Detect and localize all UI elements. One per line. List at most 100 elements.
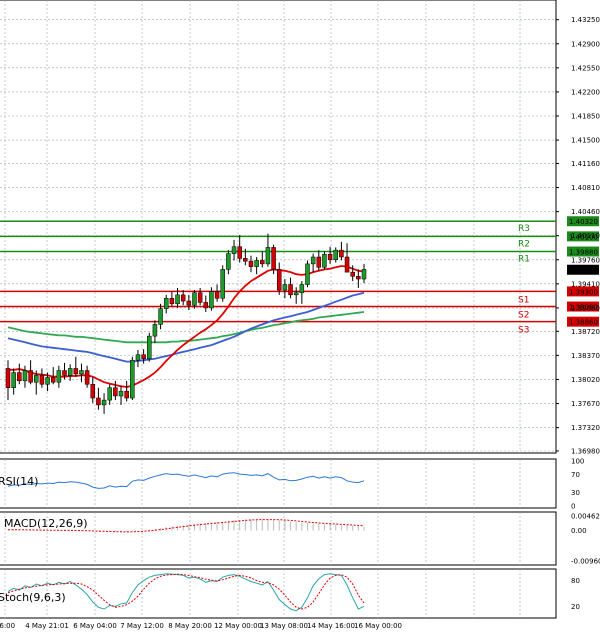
macd-tick-label: -0.009608 [571, 558, 600, 566]
candle-down [327, 254, 333, 261]
candle-down [339, 249, 344, 258]
pivot-levels: R3 1.40320 R2 1.40100 R1 1.39880 S1 1.39300 S2 1.… [0, 216, 599, 336]
level-tag-s2 [567, 301, 599, 312]
stoch-tick-label: 80 [571, 577, 580, 585]
candle-up [45, 377, 50, 385]
candle-down [271, 247, 276, 270]
candle-up [293, 292, 299, 296]
rsi-tick-label: 70 [571, 471, 580, 479]
moving-averages [7, 265, 365, 388]
level-value-r2: 1.40100 [569, 233, 598, 241]
level-name-s3: S3 [518, 326, 529, 336]
candle-up [158, 308, 163, 325]
level-name-r2: R2 [518, 239, 530, 249]
level-value-s3: 1.38860 [569, 319, 598, 327]
level-tag-s3 [567, 316, 599, 327]
rsi-label: RSI(14) [0, 475, 38, 488]
candle-up [254, 260, 259, 267]
level-tag-r3 [567, 216, 599, 227]
level-name-r1: R1 [518, 255, 530, 265]
price-tick-label: 1.40460 [571, 208, 600, 216]
candle-up [361, 269, 367, 280]
rsi-tick-label: 100 [571, 458, 584, 466]
level-name-r3: R3 [518, 224, 530, 234]
price-tick-label: 1.43250 [571, 16, 600, 24]
candle-up [107, 387, 112, 401]
time-tick-label: 16:00 [0, 622, 15, 630]
candle-up [265, 247, 271, 265]
candle-down [276, 269, 282, 291]
candle-up [130, 359, 135, 399]
candle-down [288, 284, 293, 296]
price-tick-label: 1.40110 [571, 232, 600, 240]
candle-down [356, 276, 361, 280]
price-tick-label: 1.39060 [571, 304, 600, 312]
price-tick-label: 1.38370 [571, 352, 600, 360]
price-tick-label: 1.38720 [571, 328, 600, 336]
price-tick-label: 1.42900 [571, 40, 600, 48]
candle-down [113, 387, 118, 397]
candle-down [350, 271, 355, 277]
candle-up [79, 370, 84, 375]
indicator-lines [7, 472, 365, 612]
rsi-line [7, 472, 365, 489]
candle-up [282, 284, 288, 291]
candle-up [175, 294, 180, 305]
time-tick-label: 8 May 20:00 [168, 622, 212, 630]
stoch-d-line [7, 573, 365, 610]
time-tick-label: 12 May 00:00 [214, 622, 262, 630]
stoch-panel-frame [0, 568, 557, 619]
candle-down [237, 246, 242, 259]
time-tick-label: 4 May 21:01 [25, 622, 69, 630]
level-value-r3: 1.40320 [569, 218, 598, 226]
ma-red-line [8, 265, 365, 388]
candle-up [22, 370, 28, 382]
candle-up [192, 292, 197, 306]
candle-up [322, 254, 327, 268]
candle-up [152, 324, 158, 337]
level-value-s2: 1.39080 [569, 304, 598, 312]
macd-tick-label: 0.004625 [571, 513, 600, 521]
price-tick-label: 1.37670 [571, 400, 600, 408]
level-tag-r1 [567, 246, 599, 257]
candle-down [169, 298, 175, 305]
candle-down [248, 260, 254, 267]
candlesticks [5, 233, 367, 414]
time-tick-label: 16 May 00:00 [354, 622, 402, 630]
candle-down [124, 390, 129, 399]
price-tick-label: 1.41500 [571, 137, 600, 145]
candle-down [90, 384, 96, 399]
candle-down [316, 256, 322, 268]
candle-down [260, 260, 265, 265]
level-name-s1: S1 [518, 295, 529, 305]
ma-blue-line [7, 291, 365, 363]
candle-up [310, 256, 316, 265]
time-tick-label: 6 May 04:00 [73, 622, 117, 630]
price-tick-label: 1.42200 [571, 88, 600, 96]
price-axis: 1.43250 1.42900 1.42550 1.42200 1.41850 1.415… [556, 16, 600, 611]
price-tick-label: 1.37320 [571, 424, 600, 432]
current-price-tag [567, 264, 599, 275]
candle-up [11, 372, 16, 388]
candle-up [299, 284, 305, 294]
candle-up [305, 263, 310, 285]
rsi-panel-frame [0, 458, 557, 509]
time-axis: 16:00 4 May 21:01 6 May 04:007 May 12:00 8 … [0, 622, 402, 630]
price-tick-label: 1.42550 [571, 64, 600, 72]
current-price-label: 1.39615 [569, 267, 598, 275]
candle-up [231, 246, 237, 254]
time-tick-label: 7 May 12:00 [120, 622, 164, 630]
candle-down [50, 377, 56, 383]
price-tick-label: 1.41160 [571, 160, 600, 168]
candle-down [203, 302, 209, 309]
candle-down [17, 372, 22, 382]
candle-up [226, 253, 231, 270]
time-tick-label: 14 May 16:00 [307, 622, 355, 630]
level-value-r1: 1.39880 [569, 249, 598, 257]
level-value-s1: 1.39300 [569, 288, 598, 296]
level-name-s2: S2 [518, 311, 529, 321]
candle-up [34, 375, 39, 383]
macd-tick-label: 0.00 [571, 527, 587, 535]
candle-up [135, 354, 141, 361]
